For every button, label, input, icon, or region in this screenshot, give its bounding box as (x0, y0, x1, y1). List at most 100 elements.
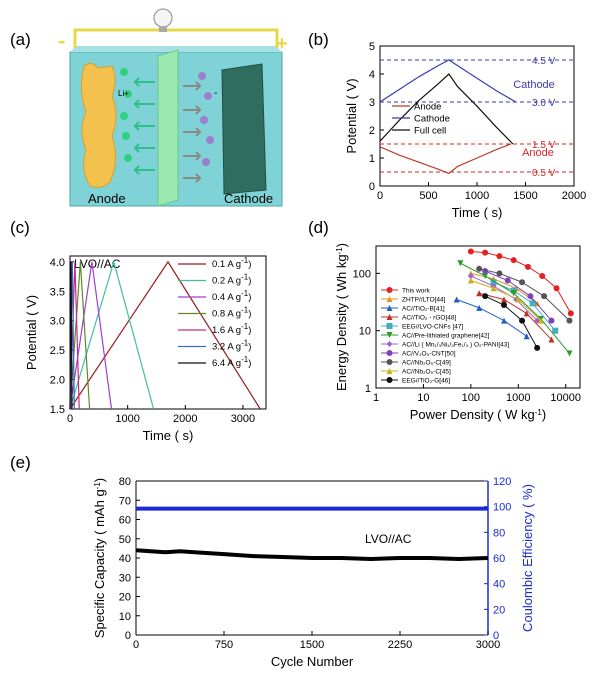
separator (157, 49, 179, 207)
legend-label: 0.1 A g-1) (212, 256, 251, 271)
series-line (484, 270, 552, 321)
data-point (476, 290, 483, 297)
legend-label: Full cell (414, 126, 446, 137)
y-tick-label: 50 (119, 534, 131, 546)
x-tick-label: 2250 (388, 639, 412, 651)
y-tick-label: 3.0 (50, 316, 65, 328)
y-tick-label: 2.5 (50, 345, 65, 357)
series-line (379, 59, 517, 103)
x-tick-label: 500 (419, 190, 437, 202)
y-axis-label: Potential ( V) (344, 78, 359, 153)
positive-terminal-sign: + (276, 33, 288, 55)
series-line (69, 261, 73, 410)
chart-c-gcd-curves: 0 1000 2000 3000 1.5 2.0 2.5 3.0 3.5 4.0 Time ( s)… (24, 255, 267, 443)
legend-label: 0.4 A g-1) (212, 289, 251, 304)
y-tick-label: 100 (353, 268, 371, 280)
y-tick-label: 2.0 (50, 375, 65, 387)
panel-d-label: (d) (308, 218, 329, 237)
anode-label: Anode (88, 191, 126, 206)
data-point (523, 310, 530, 317)
data-point (490, 285, 497, 292)
data-point (510, 257, 517, 264)
data-point (524, 263, 531, 270)
data-point (386, 323, 393, 329)
panel-b-label: (b) (308, 30, 329, 49)
data-point (467, 248, 474, 255)
annotation-anode: Anode (522, 147, 554, 159)
legend-label: This work (402, 288, 431, 295)
legend-label: EEG//LVO-CNFs [47] (402, 324, 463, 331)
data-point (552, 327, 559, 334)
y-axis-label: Specific Capacity ( mAh g-1) (92, 478, 107, 638)
x-tick-label: 1500 (513, 190, 537, 202)
legend-label: AC//Nb₂O₅-C[45] (402, 369, 451, 376)
x-tick-label: 2000 (173, 413, 197, 425)
legend-label: 6.4 A g-1) (212, 355, 251, 370)
reference-label: 1.5 V (532, 140, 556, 151)
series-line (69, 260, 261, 410)
series-line (379, 143, 512, 175)
data-point (467, 277, 474, 284)
series-line (484, 295, 538, 349)
anion-label: - (214, 88, 217, 99)
x-tick-label: 10000 (550, 392, 581, 404)
chart-b-voltage-profiles: 0 500 1000 1500 2000 0 1 2 3 4 5 Time ( s) Potential… (344, 41, 586, 220)
series-line (69, 259, 155, 410)
y-tick-label: 10 (359, 326, 371, 338)
legend-label: ZHTP//LTO[44] (402, 297, 446, 304)
anion-particles (198, 72, 214, 166)
y2-tick-label: 120 (493, 476, 511, 488)
y2-tick-label: 100 (493, 502, 511, 514)
legend-label: AC//Nb₂O₅-C[49] (402, 360, 451, 367)
y-tick-label: 1 (365, 383, 371, 395)
y-tick-label: 0 (125, 630, 131, 642)
x-tick-label: 0 (377, 190, 383, 202)
series-line (470, 280, 542, 321)
cathode-label: Cathode (224, 191, 273, 206)
x-tick-label: 1000 (465, 190, 489, 202)
chart-title: LVO//AC (365, 532, 412, 546)
data-point (537, 317, 544, 324)
data-point (529, 300, 536, 307)
series-line (479, 292, 552, 340)
legend-label: AC//TiO₂-B[41] (402, 306, 445, 313)
y2-tick-label: 40 (493, 579, 505, 591)
data-point (496, 253, 503, 260)
legend-label: 1.6 A g-1) (212, 322, 251, 337)
data-point (534, 344, 541, 351)
legend-label: 0.8 A g-1) (212, 305, 251, 320)
data-point (553, 285, 560, 292)
data-point (386, 332, 393, 338)
x-tick-label: 1 (373, 392, 379, 404)
x-tick-label: 3000 (231, 413, 255, 425)
y-tick-label: 20 (119, 592, 131, 604)
data-point (482, 249, 489, 256)
data-point (386, 350, 393, 356)
x-axis-label: Cycle Number (271, 654, 354, 669)
legend-label: AC//Li ( Mn₁/₃Ni₁/₃Fe₁/₃ ) O₂-PANI[43] (402, 342, 509, 349)
annotation-cathode: Cathode (513, 79, 555, 91)
y-tick-label: 1.5 (50, 404, 65, 416)
x-axis-label: Time ( s) (143, 428, 194, 443)
data-point (482, 293, 489, 300)
chart-title: LVO//AC (74, 257, 121, 271)
circuit-wire (73, 28, 279, 48)
legend-label: AC//V₂O₅-CNT[50] (402, 351, 456, 358)
legend-label: Anode (414, 102, 441, 113)
data-point (566, 317, 573, 324)
lightbulb-icon (153, 8, 173, 32)
data-point (515, 296, 522, 303)
data-point (519, 279, 526, 286)
data-point (501, 302, 508, 309)
legend-label: 0.2 A g-1) (212, 272, 251, 287)
data-point (539, 272, 546, 279)
anode-material (80, 62, 117, 188)
panel-e-label: (e) (10, 453, 31, 472)
reference-label: 0.5 V (532, 168, 556, 179)
y-tick-label: 3.5 (50, 286, 65, 298)
data-point (501, 317, 508, 324)
data-point (567, 310, 574, 317)
data-point (519, 317, 526, 324)
data-point (386, 341, 393, 347)
